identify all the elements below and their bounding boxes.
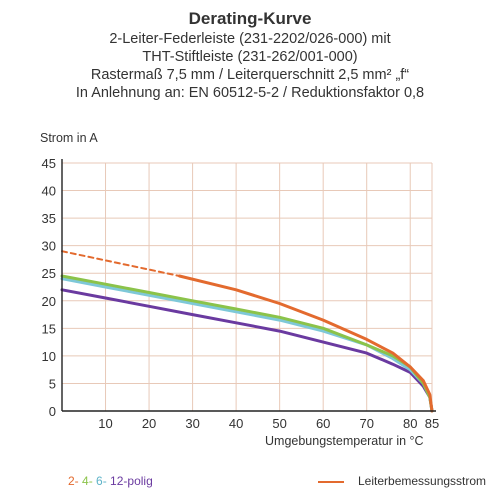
y-tick-label: 35 xyxy=(42,211,56,226)
subtitle-line-2: THT-Stiftleiste (231-262/001-000) xyxy=(142,49,358,65)
series-line-2 xyxy=(178,274,434,413)
legend-rated-current: Leiterbemessungsstrom xyxy=(318,474,486,488)
subtitle-line-4: In Anlehnung an: EN 60512-5-2 / Reduktio… xyxy=(75,85,425,101)
series-line-leiterbemessungsstrom xyxy=(61,250,181,277)
y-tick-label: 10 xyxy=(42,349,56,364)
subtitle-line-3: Rastermaß 7,5 mm / Leiterquerschnitt 2,5… xyxy=(90,67,410,83)
series-group xyxy=(60,250,434,413)
chart-title: Derating-Kurve xyxy=(188,9,312,28)
y-tick-label: 40 xyxy=(42,184,56,199)
x-tick-label: 85 xyxy=(425,416,439,431)
legend-label-6: 6- xyxy=(96,474,107,488)
y-tick-label: 0 xyxy=(49,404,56,419)
legend-line-swatch xyxy=(318,480,344,483)
x-tick-label: 10 xyxy=(98,416,112,431)
x-tick-label: 40 xyxy=(229,416,243,431)
y-tick-label: 25 xyxy=(42,266,56,281)
y-axis-label: Strom in A xyxy=(40,131,98,145)
y-tick-label: 20 xyxy=(42,294,56,309)
y-tick-label: 15 xyxy=(42,321,56,336)
y-tick-label: 30 xyxy=(42,239,56,254)
legend-label-2: 2- xyxy=(68,474,79,488)
legend-rated-current-label: Leiterbemessungsstrom xyxy=(358,474,487,488)
x-tick-label: 50 xyxy=(272,416,286,431)
y-tick-label: 45 xyxy=(42,156,56,171)
tick-labels: 0 5 10 15 20 25 30 35 40 45 10 20 30 40 50 60 70 80 85 xyxy=(42,156,440,431)
axes xyxy=(61,159,436,412)
y-tick-label: 5 xyxy=(49,376,56,391)
legend-pole-count: 2- 4- 6- 12-polig xyxy=(68,474,153,488)
x-axis-label: Umgebungstemperatur in °C xyxy=(265,434,424,448)
x-tick-label: 20 xyxy=(142,416,156,431)
x-tick-label: 60 xyxy=(316,416,330,431)
legend-label-4: 4- xyxy=(82,474,93,488)
x-tick-label: 70 xyxy=(359,416,373,431)
x-tick-label: 30 xyxy=(185,416,199,431)
legend-label-12: 12-polig xyxy=(110,474,153,488)
subtitle-line-1: 2-Leiter-Federleiste (231-2202/026-000) … xyxy=(109,31,391,47)
x-tick-label: 80 xyxy=(403,416,417,431)
chart-title-block: Derating-Kurve 2-Leiter-Federleiste (231… xyxy=(0,8,500,102)
